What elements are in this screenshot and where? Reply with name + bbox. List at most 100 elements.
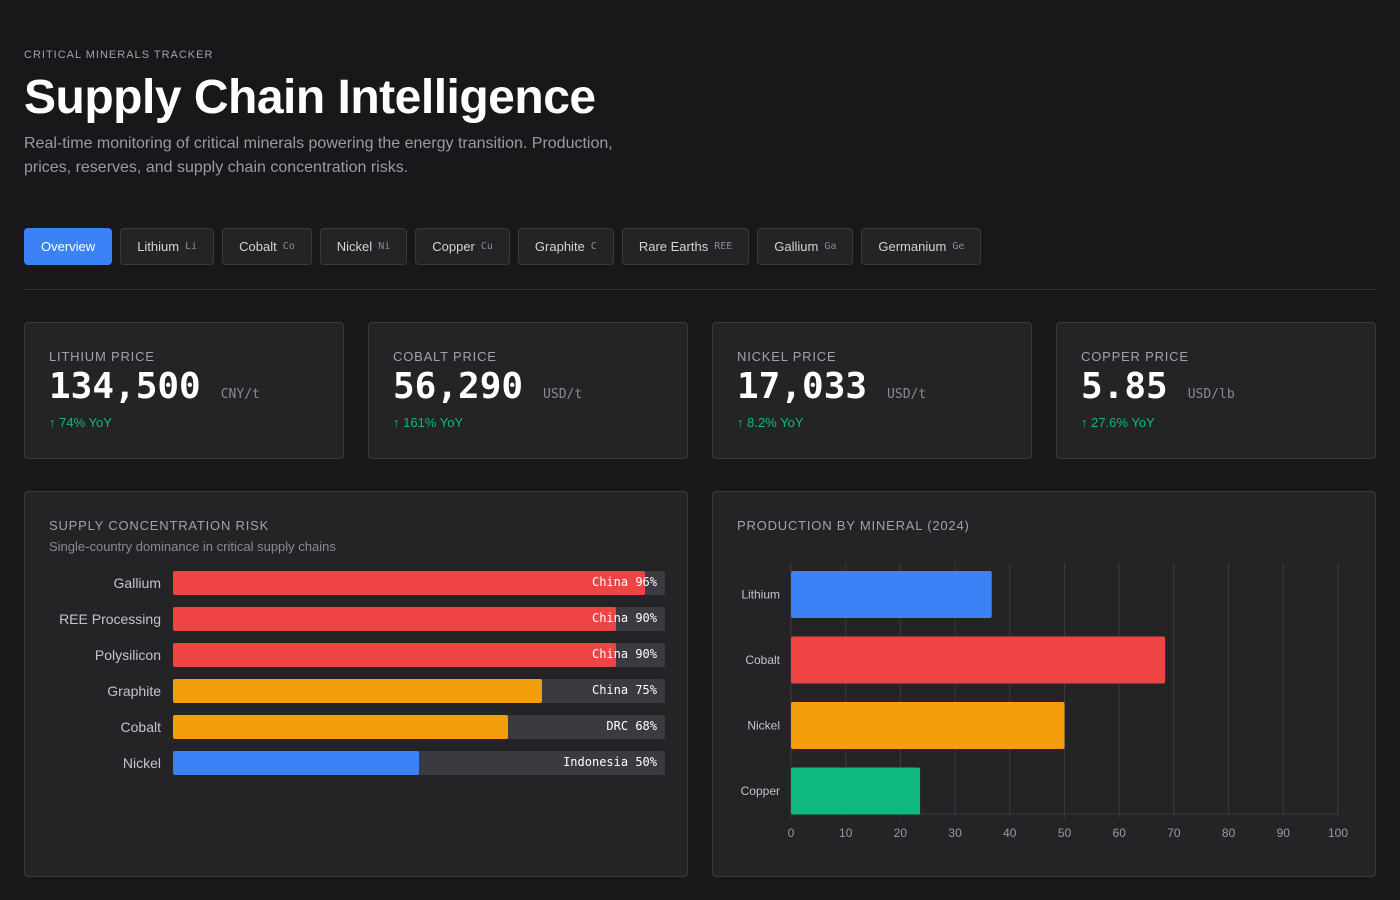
concentration-fill xyxy=(173,715,508,739)
concentration-track: DRC 68% xyxy=(173,715,665,739)
concentration-fill xyxy=(173,571,646,595)
kpi-label: NICKEL PRICE xyxy=(737,349,837,364)
concentration-row: Graphite China 75% xyxy=(49,679,665,703)
y-category-label: Copper xyxy=(741,784,780,798)
concentration-fill xyxy=(173,751,419,775)
production-panel: PRODUCTION BY MINERAL (2024) 0 10 20 30 40 50… xyxy=(712,491,1376,877)
page-subtitle: Real-time monitoring of critical mineral… xyxy=(24,135,613,176)
tab-symbol: Co xyxy=(282,241,295,252)
tab-nickel[interactable]: Nickel Ni xyxy=(319,228,408,265)
bar-copper xyxy=(791,767,921,815)
concentration-fill xyxy=(173,679,542,703)
tab-label: Copper xyxy=(432,239,475,254)
concentration-value: China 96% xyxy=(591,575,657,589)
tab-label: Nickel xyxy=(336,239,373,254)
tab-overview[interactable]: Overview xyxy=(24,228,113,265)
kpi-label: COBALT PRICE xyxy=(393,349,497,364)
concentration-track: China 96% xyxy=(173,571,665,595)
kpi-unit: USD/lb xyxy=(1187,387,1235,402)
kpi-card: LITHIUM PRICE 134,500 CNY/t ↑ 74% YoY xyxy=(24,322,344,459)
kpi-change: ↑ 8.2% YoY xyxy=(737,415,804,430)
x-tick-label: 30 xyxy=(948,826,962,840)
production-chart: 0 10 20 30 40 50 60 70 80 90 100 Lithium Cobalt Nicke… xyxy=(741,563,1348,840)
tab-germanium[interactable]: Germanium Ge xyxy=(861,228,982,265)
tab-label: Graphite xyxy=(534,239,585,254)
x-tick-label: 90 xyxy=(1277,826,1291,840)
y-category-label: Cobalt xyxy=(745,653,780,667)
concentration-row: Gallium China 96% xyxy=(49,571,665,595)
panel-title: SUPPLY CONCENTRATION RISK xyxy=(49,518,270,533)
eyebrow: CRITICAL MINERALS TRACKER xyxy=(24,49,214,61)
concentration-track: China 90% xyxy=(173,607,665,631)
chart-title: PRODUCTION BY MINERAL (2024) xyxy=(737,518,970,533)
x-tick-label: 60 xyxy=(1113,826,1127,840)
row-name: Cobalt xyxy=(120,719,161,735)
tab-symbol: Ga xyxy=(824,241,837,252)
x-tick-label: 0 xyxy=(788,826,795,840)
tab-label: Gallium xyxy=(774,239,819,254)
tab-gallium[interactable]: Gallium Ga xyxy=(757,228,854,265)
concentration-track: China 75% xyxy=(173,679,665,703)
row-name: Gallium xyxy=(113,575,161,591)
tab-graphite[interactable]: Graphite C xyxy=(517,228,614,265)
tab-cobalt[interactable]: Cobalt Co xyxy=(222,228,312,265)
row-name: Nickel xyxy=(122,755,161,771)
kpi-label: COPPER PRICE xyxy=(1081,349,1189,364)
tab-copper[interactable]: Copper Cu xyxy=(415,228,510,265)
tab-symbol: Ni xyxy=(378,241,391,252)
bar-nickel xyxy=(791,702,1065,749)
panel-subtitle: Single-country dominance in critical sup… xyxy=(49,539,336,554)
concentration-fill xyxy=(173,607,616,631)
concentration-panel: SUPPLY CONCENTRATION RISK Single-country… xyxy=(24,491,688,877)
kpi-unit: CNY/t xyxy=(220,387,260,402)
tab-symbol: Cu xyxy=(480,241,493,252)
x-tick-label: 70 xyxy=(1167,826,1181,840)
tab-label: Germanium xyxy=(878,239,947,254)
concentration-row: REE Processing China 90% xyxy=(49,607,665,631)
x-tick-label: 50 xyxy=(1058,826,1072,840)
x-tick-label: 100 xyxy=(1328,826,1348,840)
kpi-card: NICKEL PRICE 17,033 USD/t ↑ 8.2% YoY xyxy=(712,322,1032,459)
tab-symbol: Li xyxy=(185,241,198,252)
kpi-value: 17,033 xyxy=(737,366,868,407)
tab-symbol: C xyxy=(590,241,597,252)
bar-cobalt xyxy=(791,636,1166,684)
tab-label: Lithium xyxy=(137,239,180,254)
kpi-unit: USD/t xyxy=(887,387,927,402)
tab-label: Cobalt xyxy=(239,239,277,254)
y-category-label: Lithium xyxy=(741,588,780,602)
x-tick-label: 40 xyxy=(1003,826,1017,840)
x-tick-label: 10 xyxy=(839,826,853,840)
kpi-card: COBALT PRICE 56,290 USD/t ↑ 161% YoY xyxy=(368,322,688,459)
x-tick-label: 80 xyxy=(1222,826,1236,840)
y-category-label: Nickel xyxy=(747,719,780,733)
tab-symbol: REE xyxy=(714,241,733,252)
kpi-unit: USD/t xyxy=(543,387,583,402)
page-title: Supply Chain Intelligence xyxy=(24,71,596,124)
divider xyxy=(24,289,1376,290)
kpi-change: ↑ 27.6% YoY xyxy=(1081,415,1155,430)
tab-label: Overview xyxy=(41,239,96,254)
tab-symbol: Ge xyxy=(952,241,965,252)
concentration-track: China 90% xyxy=(173,643,665,667)
kpi-value: 134,500 xyxy=(49,366,201,407)
concentration-row: Polysilicon China 90% xyxy=(49,643,665,667)
mineral-tabs: Overview Lithium Li Cobalt Co Nickel Ni Copper C… xyxy=(24,228,982,265)
row-name: REE Processing xyxy=(59,611,161,627)
bar-lithium xyxy=(791,571,992,618)
kpi-label: LITHIUM PRICE xyxy=(49,349,155,364)
row-name: Graphite xyxy=(107,683,161,699)
kpi-change: ↑ 74% YoY xyxy=(49,415,112,430)
kpi-change: ↑ 161% YoY xyxy=(393,415,464,430)
kpi-value: 5.85 xyxy=(1081,366,1168,407)
kpi-card: COPPER PRICE 5.85 USD/lb ↑ 27.6% YoY xyxy=(1056,322,1376,459)
tab-rare-earths[interactable]: Rare Earths REE xyxy=(621,228,750,265)
concentration-row: Nickel Indonesia 50% xyxy=(49,751,665,775)
tab-lithium[interactable]: Lithium Li xyxy=(120,228,215,265)
concentration-value: China 90% xyxy=(591,611,657,625)
concentration-value: China 90% xyxy=(591,647,657,661)
tab-label: Rare Earths xyxy=(638,239,709,254)
x-tick-label: 20 xyxy=(894,826,908,840)
concentration-value: Indonesia 50% xyxy=(563,755,657,769)
concentration-value: China 75% xyxy=(591,683,657,697)
